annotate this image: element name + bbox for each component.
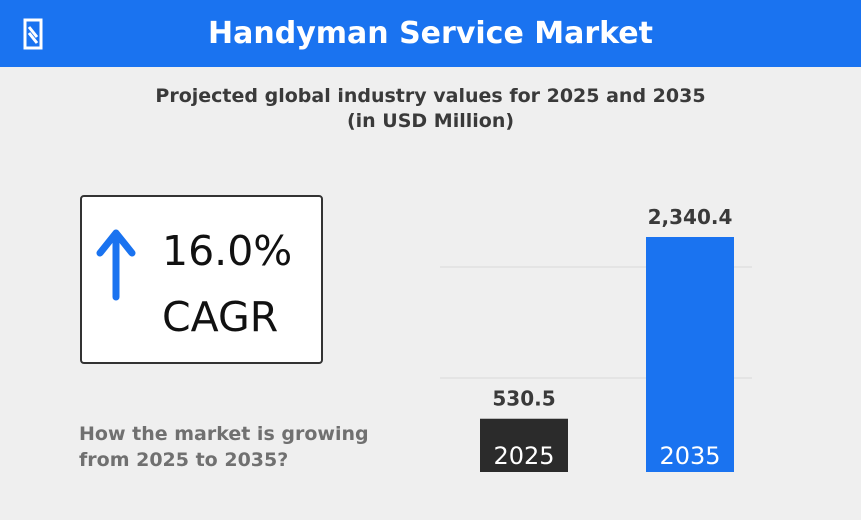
subtitle-line-2: (in USD Million) bbox=[346, 110, 515, 132]
question-line-2: from 2025 to 2035? bbox=[79, 449, 289, 471]
subtitle-line-1: Projected global industry values for 202… bbox=[155, 85, 706, 107]
growth-question: How the market is growing from 2025 to 2… bbox=[79, 421, 409, 473]
up-arrow-icon bbox=[96, 229, 136, 301]
value-label-2035: 2,340.4 bbox=[648, 205, 733, 229]
chart-subtitle: Projected global industry values for 202… bbox=[0, 84, 861, 134]
value-label-2025: 530.5 bbox=[492, 387, 555, 411]
page-title: Handyman Service Market bbox=[208, 16, 653, 51]
cagr-label: CAGR bbox=[162, 293, 279, 341]
nm-logo-icon bbox=[23, 18, 43, 50]
category-label-2035: 2035 bbox=[659, 442, 720, 470]
question-line-1: How the market is growing bbox=[79, 423, 369, 445]
category-label-2025: 2025 bbox=[493, 442, 554, 470]
bar-2035 bbox=[646, 237, 734, 472]
cagr-value: 16.0% bbox=[162, 227, 293, 275]
bar-2025 bbox=[480, 418, 568, 472]
header-bar: Handyman Service Market bbox=[0, 0, 861, 67]
cagr-card: 16.0% CAGR bbox=[80, 195, 323, 364]
